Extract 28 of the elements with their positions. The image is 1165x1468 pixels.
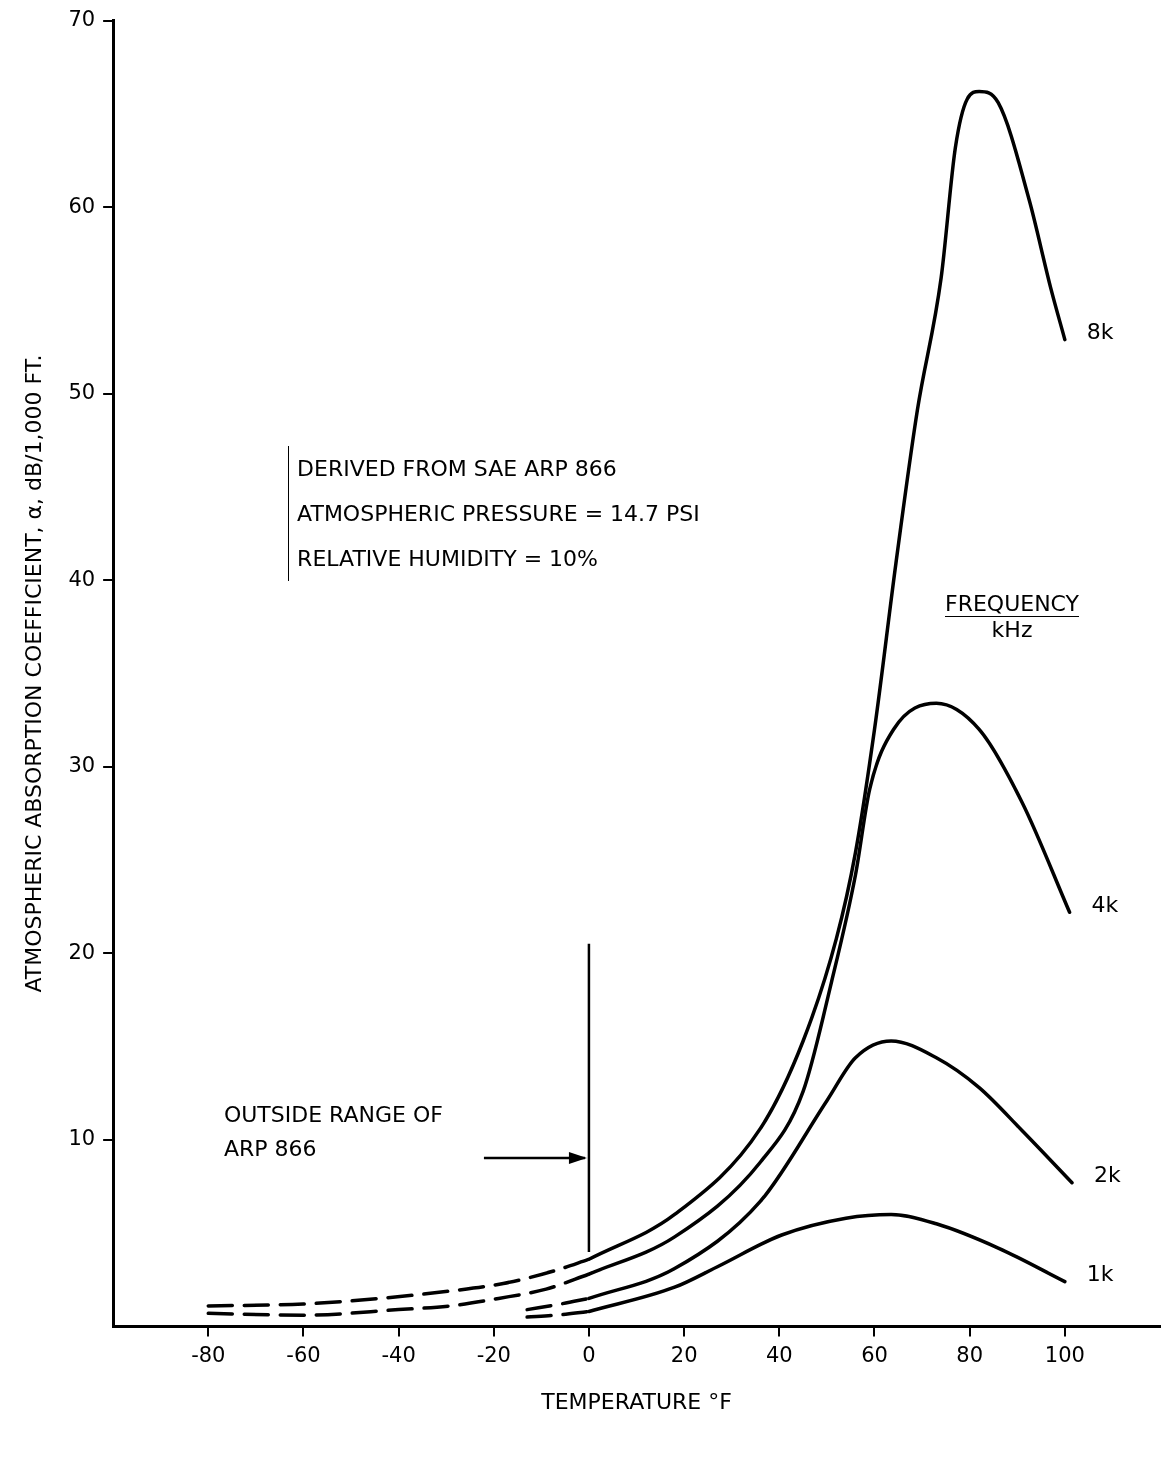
y-tick-label: 20 xyxy=(68,939,96,964)
y-tick-label: 30 xyxy=(68,753,96,778)
x-tick-label: 20 xyxy=(670,1343,698,1368)
x-tick-label: 40 xyxy=(765,1343,793,1368)
annotation: OUTSIDE RANGE OF ARP 866 xyxy=(223,1100,444,1163)
y-axis-title: ATMOSPHERIC ABSORPTION COEFFICIENT, α, dB/1,000 FT. xyxy=(20,354,46,993)
y-tick-label: 10 xyxy=(68,1126,96,1151)
series-label: 1k xyxy=(1086,1261,1114,1287)
x-tick-label: 60 xyxy=(861,1343,888,1368)
x-tick-label: -80 xyxy=(191,1343,226,1368)
y-tick-label: 60 xyxy=(68,193,96,218)
y-tick-label: 40 xyxy=(68,566,96,591)
x-tick-label: -40 xyxy=(381,1343,416,1368)
series-label: 4k xyxy=(1091,891,1119,917)
x-tick-label: 100 xyxy=(1044,1343,1085,1368)
y-tick-label: 70 xyxy=(68,7,96,32)
legend-title: FREQUENCY kHz xyxy=(945,590,1080,642)
annotation: DERIVED FROM SAE ARP 866 xyxy=(297,454,618,483)
annotation: ATMOSPHERIC PRESSURE = 14.7 PSI xyxy=(297,499,700,528)
x-tick-label: 0 xyxy=(582,1343,596,1368)
x-tick-label: -20 xyxy=(476,1343,511,1368)
x-tick-label: -60 xyxy=(286,1343,321,1368)
x-tick-label: 80 xyxy=(956,1343,984,1368)
x-axis-title: TEMPERATURE °F xyxy=(540,1388,732,1414)
series-label: 2k xyxy=(1093,1162,1121,1188)
series-label: 8k xyxy=(1086,319,1114,345)
annotation: RELATIVE HUMIDITY = 10% xyxy=(297,544,599,573)
y-tick-label: 50 xyxy=(68,380,96,405)
